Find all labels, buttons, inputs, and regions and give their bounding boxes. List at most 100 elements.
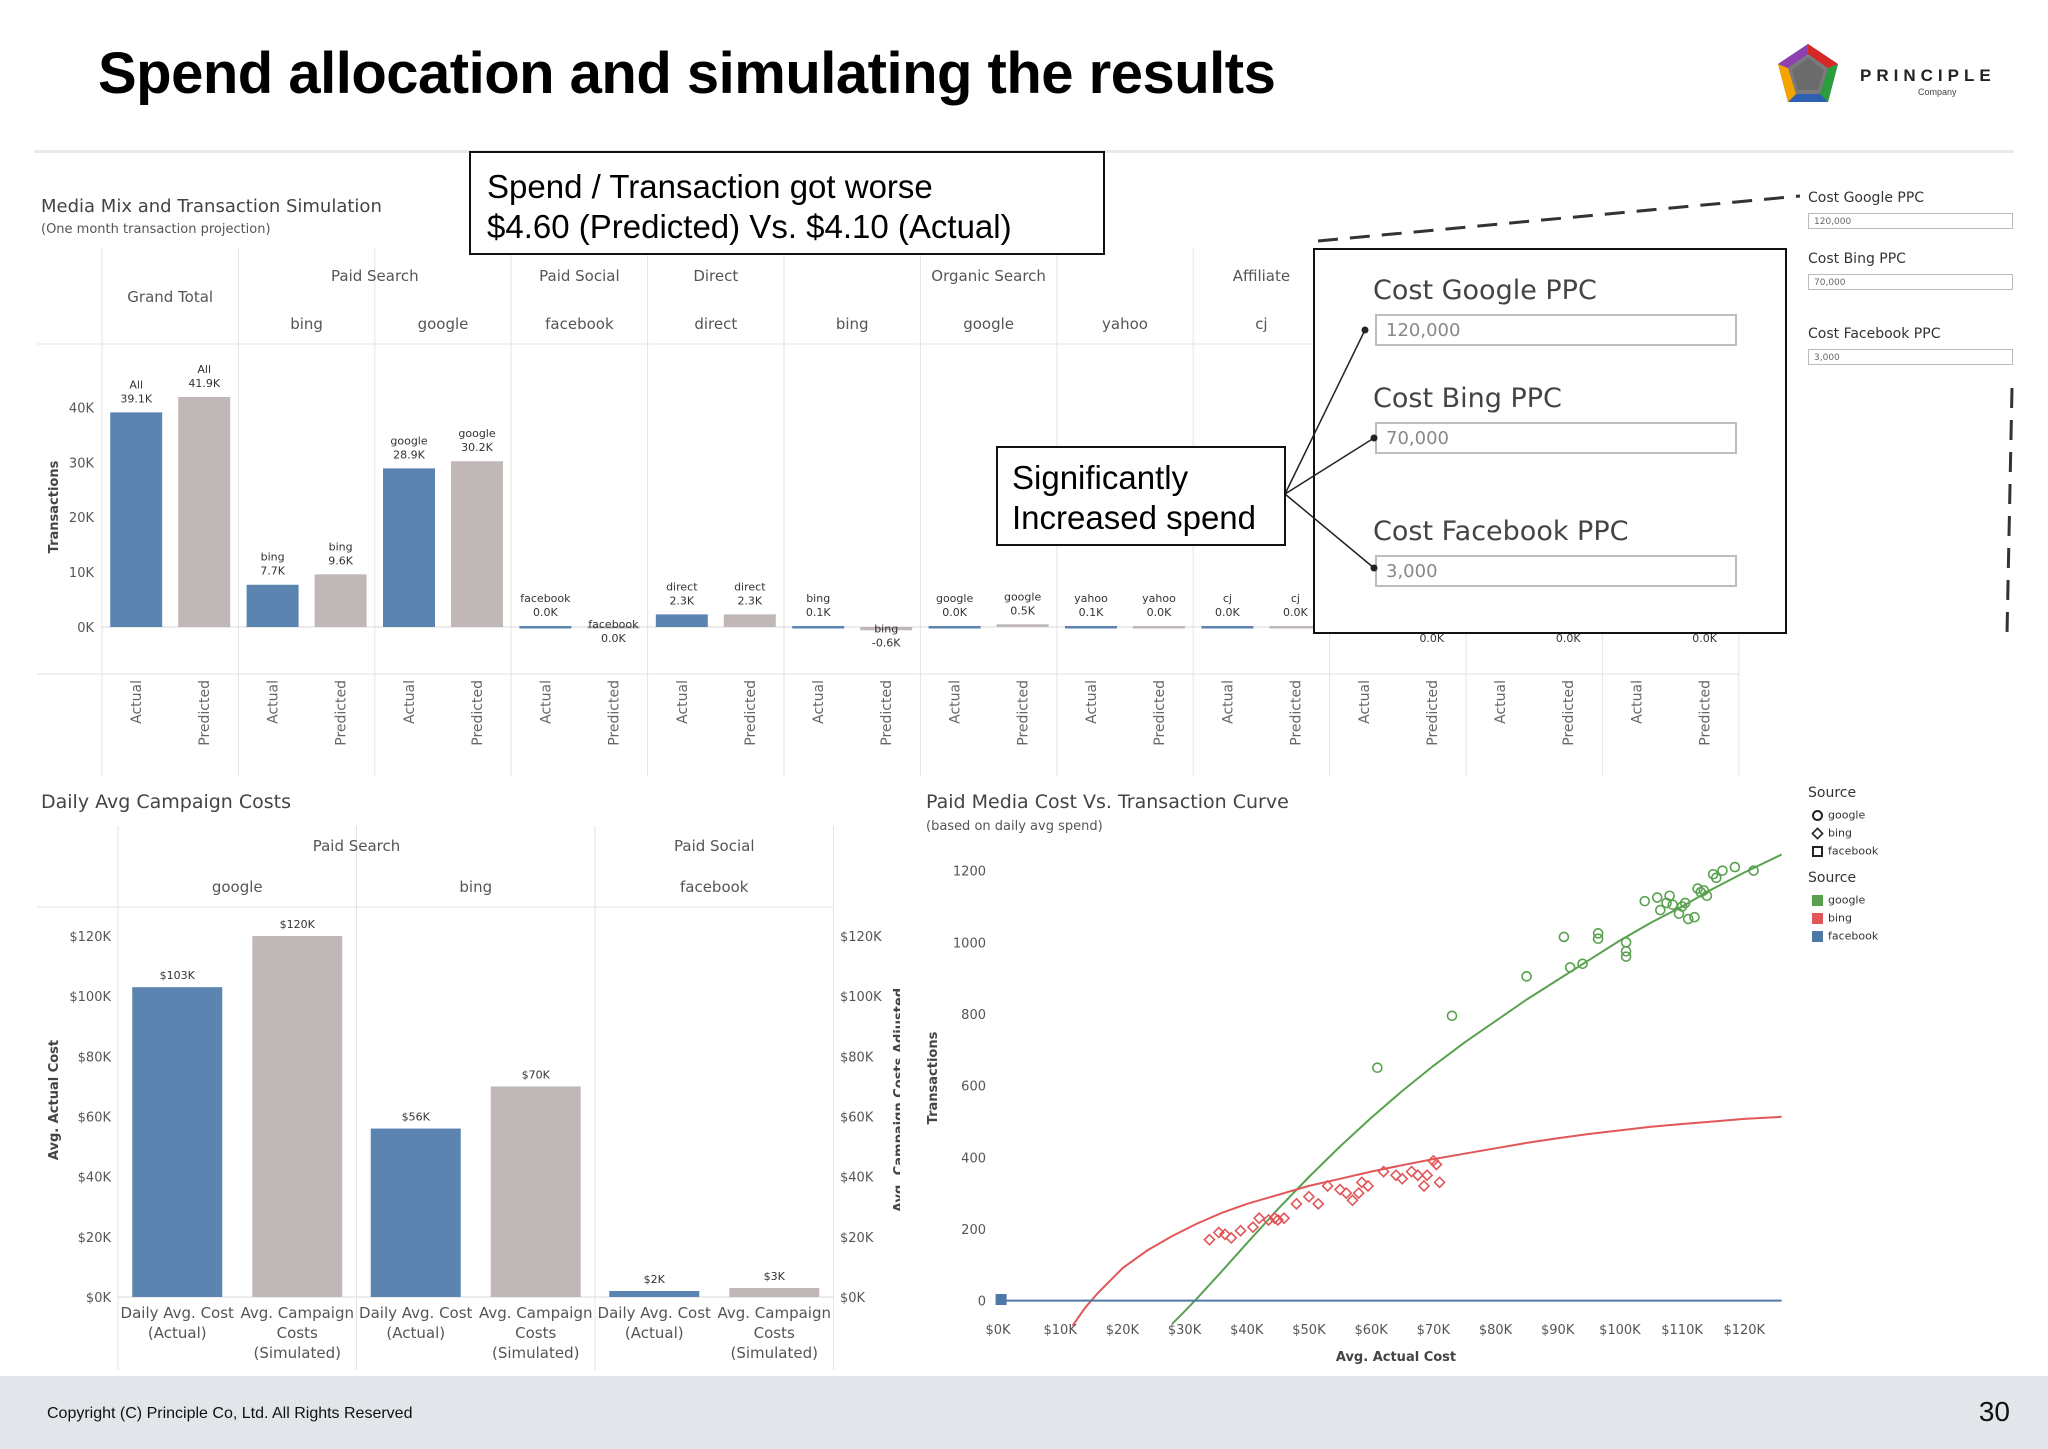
curve-x-tick: $40K [1230, 1323, 1264, 1338]
curve-point-google [1654, 904, 1666, 916]
logo-subtext: Company [1918, 87, 1957, 97]
cost-bar-category-label: Daily Avg. Cost [598, 1304, 712, 1322]
mix-bar-name-label: direct [734, 580, 766, 593]
mix-bar-category-label: Actual [1493, 680, 1509, 724]
mix-sub-header: google [963, 315, 1014, 333]
cost-right-axis-label: Avg. Campaign Costs Adjusted [892, 988, 900, 1212]
curve-point-bing [1218, 1228, 1232, 1241]
curve-point-google [1372, 1062, 1383, 1074]
curve-line-google [1171, 853, 1783, 1325]
mix-bar-actual [519, 626, 572, 629]
cost-chart-title: Daily Avg Campaign Costs [41, 791, 291, 813]
curve-point-bing [1430, 1158, 1443, 1171]
zoom-input-facebook[interactable]: 3,000 [1375, 555, 1737, 587]
cost-bar-actual [370, 1128, 461, 1297]
curve-point-google [1667, 899, 1679, 910]
curve-x-tick: $10K [1044, 1323, 1078, 1338]
curve-x-tick: $80K [1479, 1323, 1513, 1338]
curve-point-bing [1333, 1183, 1347, 1196]
curve-y-tick: 1200 [953, 865, 986, 880]
mix-bar-value-label: 0.0K [942, 606, 967, 619]
param-input-facebook[interactable]: 3,000 [1808, 349, 2013, 365]
mix-bar-category-label: Actual [811, 680, 827, 724]
zoomed-parameters-panel: Cost Google PPC 120,000 Cost Bing PPC 70… [1313, 248, 1787, 634]
mix-bar-name-label: google [936, 592, 973, 605]
mix-bar-predicted [587, 626, 640, 629]
curve-point-bing [1268, 1212, 1281, 1225]
curve-point-google [1564, 962, 1576, 973]
curve-y-tick: 400 [961, 1151, 986, 1166]
curve-point-google [1682, 913, 1694, 925]
curve-point-google [1710, 872, 1722, 884]
mix-bar-category-label: Actual [266, 680, 282, 724]
cost-right-y-tick: $120K [840, 930, 882, 945]
mix-bar-name-label: All [197, 363, 211, 376]
curve-point-bing [1321, 1179, 1334, 1193]
mix-bar-category-label: Actual [1084, 680, 1100, 724]
mix-bar-name-label: google [1004, 590, 1041, 603]
curve-chart-subtitle: (based on daily avg spend) [926, 819, 1103, 834]
mix-bar-category-label: Actual [1220, 680, 1236, 724]
param-input-google[interactable]: 120,000 [1808, 213, 2013, 229]
curve-x-tick: $100K [1599, 1323, 1641, 1338]
curve-point-google [1689, 911, 1700, 923]
mix-bar-name-label: facebook [520, 592, 571, 605]
cost-bar-category-label: (Actual) [625, 1324, 684, 1342]
cost-bar-value-label: $2K [644, 1273, 666, 1286]
cost-bar-category-label: Costs [277, 1324, 318, 1342]
mix-bar-value-label: 0.0K [1147, 606, 1172, 619]
legend-shape-facebook: facebook [1812, 844, 1878, 858]
cost-bar-simulated [252, 936, 343, 1297]
curve-point-google [1701, 890, 1713, 902]
mix-top-header: Direct [693, 267, 738, 285]
mix-bar-predicted [723, 614, 776, 627]
curve-point-bing [1277, 1212, 1291, 1225]
curve-point-bing [1290, 1197, 1303, 1210]
campaign-costs-chart: Daily Avg Campaign Costs Avg. Actual Cost… [37, 791, 900, 1370]
cost-y-axis-label: Avg. Actual Cost [47, 1040, 62, 1160]
mix-bar-value-label: 0.0K [601, 632, 626, 645]
curve-x-tick: $0K [985, 1323, 1011, 1338]
curve-point-bing [1420, 1169, 1434, 1182]
curve-point-bing [1203, 1233, 1216, 1246]
cost-transaction-curve-chart: Paid Media Cost Vs. Transaction Curve (ba… [926, 791, 1783, 1365]
mix-bar-name-label: google [458, 427, 495, 440]
curve-line-bing [1071, 1115, 1782, 1327]
zoom-input-google[interactable]: 120,000 [1375, 314, 1737, 346]
cost-bar-category-label: Costs [754, 1324, 795, 1342]
cost-bar-category-label: Costs [515, 1324, 556, 1342]
curve-x-tick: $60K [1354, 1323, 1388, 1338]
param-input-bing[interactable]: 70,000 [1808, 274, 2013, 290]
curve-point-google [1620, 937, 1632, 948]
zoom-label-facebook: Cost Facebook PPC [1373, 516, 1629, 547]
curve-y-tick: 200 [961, 1223, 986, 1238]
mix-bar-value-label: 2.3K [737, 594, 762, 607]
mix-bar-name-label: bing [806, 592, 830, 605]
mix-bar-predicted [996, 624, 1049, 627]
mix-bar-name-label: bing [874, 622, 898, 635]
mix-bar-category-label: Predicted [1016, 680, 1032, 746]
mix-y-tick: 30K [69, 456, 95, 471]
curve-point-bing [1389, 1169, 1403, 1182]
mix-bar-value-label: 0.0K [1556, 632, 1581, 645]
mix-bar-category-label: Predicted [606, 680, 622, 746]
curve-x-tick: $20K [1106, 1323, 1140, 1338]
curve-point-google [1577, 958, 1588, 970]
cost-y-tick: $100K [69, 990, 111, 1005]
cost-bar-category-label: (Simulated) [492, 1344, 580, 1362]
slide-title: Spend allocation and simulating the resu… [98, 41, 1276, 106]
cost-top-header: Paid Social [674, 837, 755, 855]
curve-point-bing [1361, 1179, 1375, 1193]
param-label-bing: Cost Bing PPC [1808, 251, 1906, 267]
curve-x-tick: $30K [1168, 1323, 1202, 1338]
legend-shape-google: google [1812, 808, 1865, 822]
curve-x-axis-label: Avg. Actual Cost [1336, 1350, 1456, 1365]
curve-point-bing [1312, 1197, 1325, 1210]
cost-sub-header: bing [459, 878, 492, 896]
curve-point-bing [1262, 1213, 1275, 1227]
mix-bar-predicted [1269, 626, 1322, 629]
cost-bar-actual [609, 1290, 700, 1297]
mix-bar-actual [383, 468, 435, 627]
mix-bar-actual [1065, 626, 1117, 629]
cost-right-y-tick: $80K [840, 1050, 874, 1065]
